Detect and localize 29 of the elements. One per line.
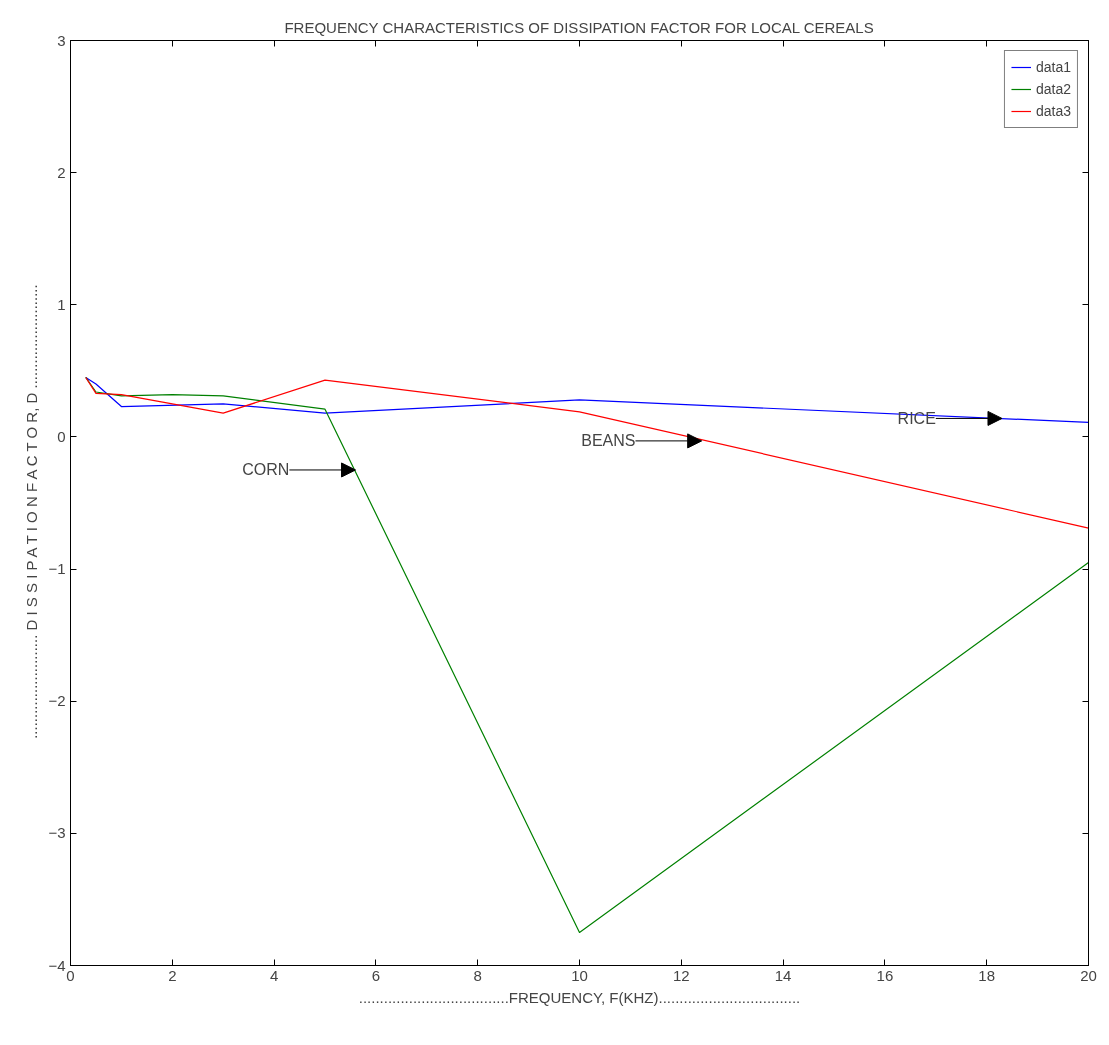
line-series — [85, 376, 1089, 423]
legend-label: data3 — [1035, 103, 1071, 119]
x-tick-label: 6 — [371, 966, 381, 984]
y-tick-label: −1 — [48, 560, 66, 578]
y-tick-label: 2 — [57, 163, 66, 181]
chart-title: FREQUENCY CHARACTERISTICS OF DISSIPATION FACTOR FOR LOCAL CEREALS — [284, 18, 874, 36]
annotation: BEANS — [581, 432, 636, 450]
x-tick-label: 8 — [473, 966, 482, 984]
line-series — [85, 376, 1089, 529]
x-tick-label: 12 — [672, 966, 690, 984]
annotation: RICE — [897, 409, 936, 427]
y-tick-label: −4 — [48, 956, 66, 974]
x-tick-label: 14 — [774, 966, 792, 984]
y-tick-label: 3 — [57, 31, 66, 49]
y-tick-label: 0 — [57, 427, 66, 445]
legend-label: data2 — [1035, 81, 1071, 97]
legend-label: data1 — [1035, 59, 1071, 75]
x-tick-label: 10 — [571, 966, 588, 984]
x-axis-title: ....................................FREQUENCY, F(KHZ).................................. — [358, 988, 801, 1006]
y-tick-label: 1 — [57, 295, 66, 313]
x-tick-label: 18 — [978, 966, 996, 984]
y-tick-label: −2 — [48, 692, 66, 710]
x-tick-label: 20 — [1080, 966, 1097, 984]
x-tick-label: 2 — [168, 966, 177, 984]
x-tick-label: 16 — [876, 966, 894, 984]
y-axis-title: ......................... D I S S I P A T I O N F A C T O R, D ......................... — [23, 284, 41, 739]
y-tick-label: −3 — [48, 824, 66, 842]
annotation: CORN — [242, 461, 290, 479]
x-tick-label: 4 — [269, 966, 279, 984]
